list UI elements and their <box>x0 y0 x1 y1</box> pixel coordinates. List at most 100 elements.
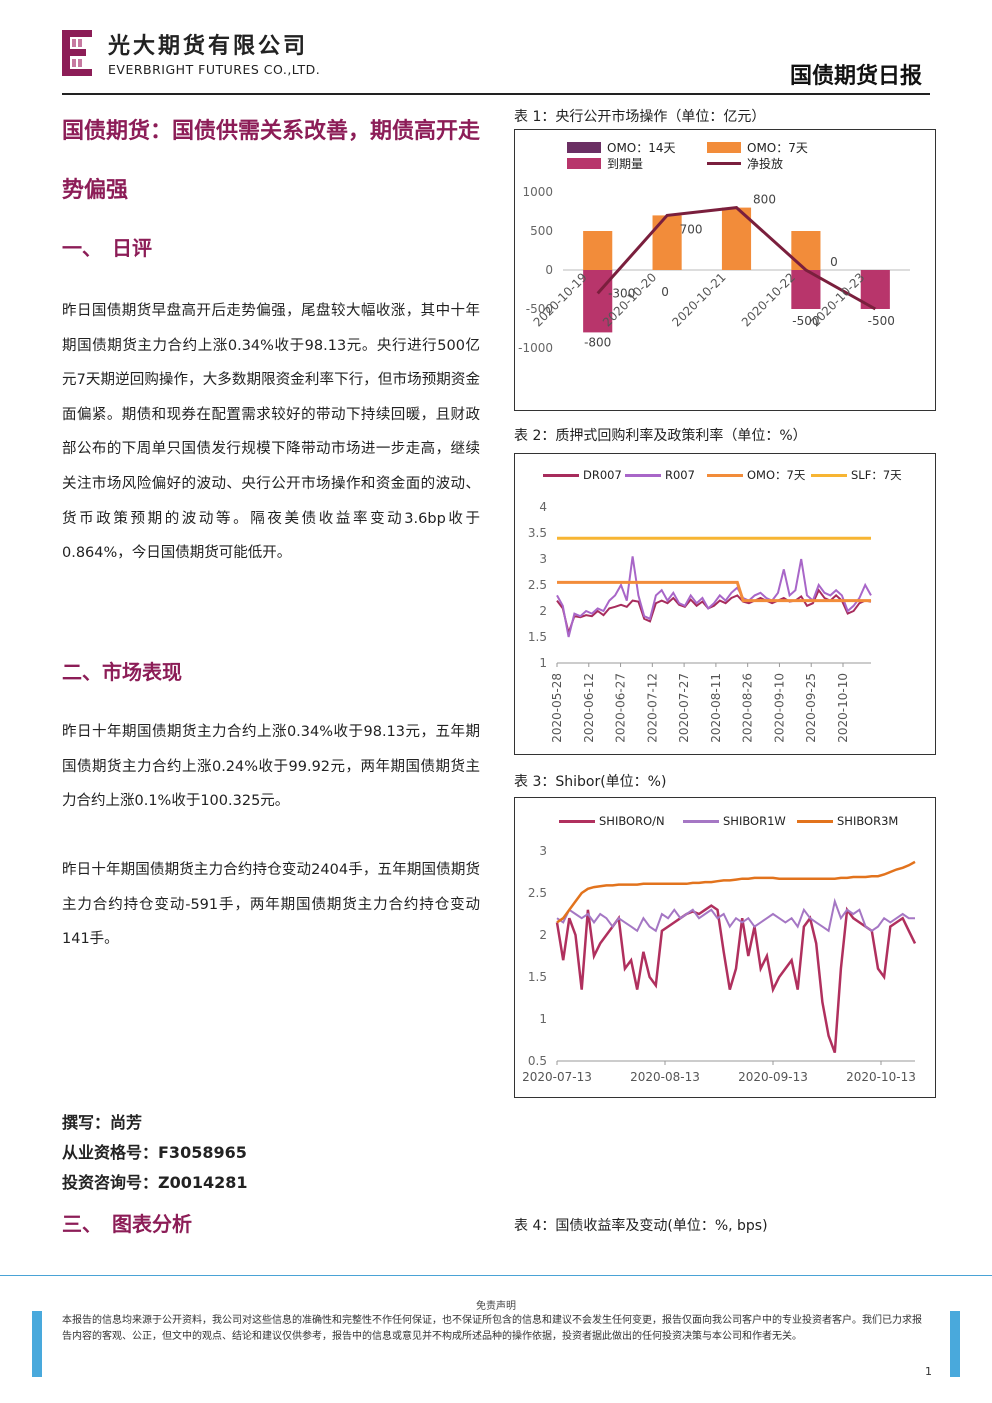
y-tick-label-2: 0 <box>545 263 553 277</box>
legend-label-1: SHIBOR1W <box>723 814 786 828</box>
x-tick-label-9: 2020-10-10 <box>836 673 850 743</box>
section-title-market: 二、市场表现 <box>62 660 182 684</box>
caption-chart-1: 表 1：央行公开市场操作（单位：亿元） <box>514 109 766 125</box>
footer-accent-left <box>32 1311 42 1377</box>
footer-divider <box>0 1275 992 1276</box>
y-tick-label-5: 1.5 <box>528 630 547 644</box>
disclaimer-title: 免责声明 <box>476 1301 516 1312</box>
section-title-daily-review: 一、 日评 <box>62 236 152 260</box>
y-tick-label-1: 3.5 <box>528 526 547 540</box>
y-tick-label-1: 500 <box>530 224 553 238</box>
x-tick-label-5: 2020-08-11 <box>709 673 723 743</box>
author-qualification: 从业资格号：F3058965 <box>62 1143 247 1162</box>
y-tick-label-3: -500 <box>526 302 553 316</box>
disclaimer-text: 本报告的信息均来源于公开资料，我公司对这些信息的准确性和完整性不作任何保证，也不… <box>62 1315 922 1342</box>
series-line-0 <box>555 904 917 1054</box>
author-name: 撰写：尚芳 <box>62 1113 143 1132</box>
x-tick-label-1: 2020-08-13 <box>630 1070 700 1084</box>
main-title: 国债期货：国债供需关系改善，期债高开走势偏强 <box>62 119 481 203</box>
legend-label-2: SHIBOR3M <box>837 814 898 828</box>
series-line-1 <box>556 897 915 933</box>
company-name-cn: 光大期货有限公司 <box>108 34 309 59</box>
y-tick-label-2: 2 <box>539 928 547 942</box>
x-tick-label-3: 2020-10-22 <box>739 270 798 329</box>
data-label-6: -500 <box>792 314 819 328</box>
y-tick-label-4: 1 <box>539 1012 547 1026</box>
series-line-2 <box>556 860 916 924</box>
chart-repo-rates: DR007 R007 OMO：7天 SLF：7天43.532.521.512020-0… <box>528 468 902 743</box>
y-tick-label-4: 2 <box>539 604 547 618</box>
y-tick-label-0: 3 <box>539 844 547 858</box>
data-label-3: 700 <box>680 222 703 236</box>
legend-label-1: OMO：7天 <box>747 141 808 155</box>
caption-chart-2: 表 2：质押式回购利率及政策利率（单位：%） <box>514 428 807 444</box>
data-label-5: 0 <box>830 255 838 269</box>
legend-swatch-0 <box>567 142 601 153</box>
legend-swatch-0 <box>543 474 579 477</box>
chart-repo-box: DR007 R007 OMO：7天 SLF：7天 4 3.5 3 2.5 2 1.5 1 2020-0… <box>514 453 936 755</box>
bar-omo7-0 <box>583 231 613 270</box>
line-net-injection <box>596 206 877 311</box>
y-tick-label-4: -1000 <box>518 341 553 355</box>
x-tick-label-8: 2020-09-25 <box>804 673 818 743</box>
footer-accent-right <box>950 1311 960 1377</box>
x-tick-label-3: 2020-10-13 <box>846 1070 916 1084</box>
legend-swatch-1 <box>707 142 741 153</box>
report-title: 国债期货日报 <box>789 64 922 89</box>
legend-label-3: 净投放 <box>747 156 783 171</box>
daily-review-paragraph: 昨日国债期货早盘高开后走势偏强，尾盘较大幅收涨，其中十年期国债期货主力合约上涨0… <box>62 303 480 562</box>
legend-swatch-1 <box>625 474 661 477</box>
legend-swatch-2 <box>567 158 601 169</box>
series-line-2 <box>557 580 871 603</box>
legend-swatch-3 <box>811 474 847 477</box>
chart-omo-box: OMO：14天 OMO：7天 到期量 净投放 1000 500 0 -500 -1000 -800… <box>514 129 936 411</box>
data-label-1: -300 <box>608 286 635 300</box>
legend-label-2: OMO：7天 <box>747 468 806 482</box>
company-logo-mark <box>62 30 92 76</box>
x-tick-label-0: 2020-07-13 <box>522 1070 592 1084</box>
company-name-en: EVERBRIGHT FUTURES CO.,LTD. <box>108 62 321 77</box>
x-tick-label-1: 2020-06-12 <box>582 673 596 743</box>
data-label-4: 800 <box>753 193 776 207</box>
legend-label-0: DR007 <box>583 468 622 482</box>
chart-shibor: SHIBORO/N SHIBOR1W SHIBOR3M 3 2.5 2 1.5 1 0.5 202… <box>522 814 917 1084</box>
x-tick-label-2: 2020-09-13 <box>738 1070 808 1084</box>
legend-label-1: R007 <box>665 468 695 482</box>
x-tick-label-0: 2020-05-28 <box>550 673 564 743</box>
legend-label-2: 到期量 <box>607 157 643 171</box>
legend-label-0: SHIBORO/N <box>599 814 665 828</box>
legend-swatch-3 <box>707 162 741 165</box>
author-consult-number: 投资咨询号：Z0014281 <box>62 1173 248 1192</box>
bar-omo7-1 <box>652 215 682 270</box>
legend-swatch-0 <box>559 820 595 823</box>
legend-swatch-2 <box>707 474 743 477</box>
data-label-2: 0 <box>661 285 669 299</box>
page-number: 1 <box>925 1365 932 1378</box>
header-divider <box>62 93 930 95</box>
market-paragraph-1: 昨日十年期国债期货主力合约上涨0.34%收于98.13元，五年期国债期货主力合约… <box>62 724 480 810</box>
x-tick-label-2: 2020-06-27 <box>614 673 628 743</box>
market-paragraph-2: 昨日十年期国债期货主力合约持仓变动2404手，五年期国债期货主力合约持仓变动-5… <box>62 862 480 948</box>
chart-shibor-box: SHIBORO/N SHIBOR1W SHIBOR3M 3 2.5 2 1.5 1 0.5 202… <box>514 797 936 1098</box>
y-tick-label-3: 2.5 <box>528 578 547 592</box>
legend-label-3: SLF：7天 <box>851 468 902 482</box>
data-label-7: -500 <box>868 314 895 328</box>
x-tick-label-2: 2020-10-21 <box>669 270 728 329</box>
y-tick-label-3: 1.5 <box>528 970 547 984</box>
x-tick-label-0: 2020-10-19 <box>531 270 590 329</box>
x-tick-label-4: 2020-07-27 <box>677 673 691 743</box>
caption-chart-3: 表 3：Shibor(单位：%) <box>514 774 667 790</box>
y-tick-label-0: 4 <box>539 500 547 514</box>
caption-chart-4: 表 4：国债收益率及变动(单位：%, bps) <box>514 1218 768 1234</box>
y-tick-label-2: 3 <box>539 552 547 566</box>
series-line-0 <box>556 588 872 637</box>
data-label-0: -800 <box>584 335 611 349</box>
bar-omo7-3 <box>791 231 821 270</box>
y-tick-label-6: 1 <box>539 656 547 670</box>
legend-swatch-1 <box>683 820 719 823</box>
y-tick-label-5: 0.5 <box>528 1054 547 1068</box>
x-tick-label-6: 2020-08-26 <box>741 673 755 743</box>
legend-label-0: OMO：14天 <box>607 141 676 155</box>
series-line-1 <box>556 556 872 638</box>
